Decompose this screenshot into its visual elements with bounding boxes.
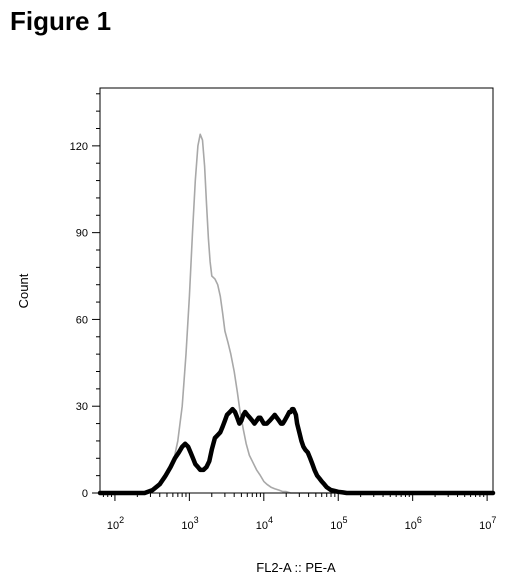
x-tick-label: 107 [479,515,496,532]
x-tick-label: 103 [181,515,198,532]
x-tick-label: 104 [256,515,273,532]
y-axis-label: Count [16,273,31,308]
x-tick-label: 106 [405,515,422,532]
y-tick-label: 120 [70,141,88,153]
x-axis: 102 103 104 105 106 107 [102,493,496,532]
x-tick-label: 102 [107,515,124,532]
figure-title: Figure 1 [10,6,112,36]
y-tick-label: 0 [82,488,88,500]
y-tick-label: 30 [76,401,88,413]
y-tick-label: 90 [76,228,88,240]
y-axis: 0 30 60 90 120 [70,93,100,500]
plot-frame [99,87,494,494]
y-tick-label: 60 [76,314,88,326]
x-tick-label: 105 [330,515,347,532]
plot-area [97,133,496,496]
histogram-series-2 [97,406,496,496]
histogram-series-1 [99,133,494,494]
x-axis-label: FL2-A :: PE-A [256,560,336,575]
